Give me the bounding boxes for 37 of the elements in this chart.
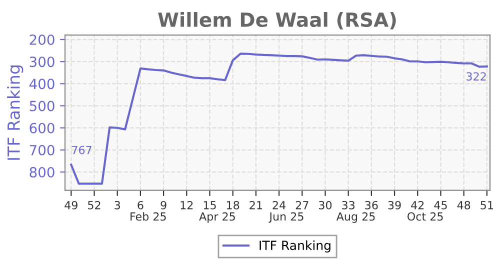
x-tick-label: 3 (114, 200, 120, 210)
y-tick-label: 300 (30, 56, 54, 68)
x-tick-label: 48 (457, 200, 470, 210)
x-tick-label: 49 (64, 200, 78, 210)
x-tick-label: 27 (296, 200, 308, 210)
x-tick-label: 15 (204, 201, 216, 210)
line-series (70, 52, 488, 185)
text: Apr 25 (199, 212, 235, 223)
chart-title: Willem De Waal (RSA) (158, 12, 396, 30)
x-tick-label: 33 (342, 200, 355, 210)
x-tick-label: 6 (138, 200, 144, 210)
data-label: 767 (72, 146, 92, 154)
y-tick-label: 200 (30, 34, 54, 45)
x-tick-label: 9 (160, 200, 166, 210)
y-tick-label: 800 (30, 166, 54, 178)
x-tick-label: 12 (180, 200, 193, 210)
text: Oct 25 (408, 212, 443, 221)
y-tick-label: 600 (30, 122, 54, 134)
text: Jun 25 (268, 212, 304, 223)
y-tick-label: 500 (30, 100, 54, 112)
x-tick-label: 30 (319, 200, 332, 210)
x-tick-label: 24 (272, 200, 286, 210)
x-tick-label: 52 (88, 200, 100, 210)
y-tick-label: 700 (30, 144, 54, 156)
y-axis-title: ITF Ranking (7, 66, 24, 160)
x-tick-label: 36 (365, 200, 378, 210)
y-tick-label: 400 (29, 78, 54, 90)
data-label: 322 (466, 72, 486, 81)
x-tick-label: 42 (411, 200, 424, 210)
text: Feb 25 (130, 212, 166, 221)
x-tick-label: 21 (250, 200, 262, 210)
x-tick-label: 18 (226, 200, 240, 210)
x-tick-label: 39 (388, 200, 401, 210)
x-tick-label: 45 (434, 201, 447, 210)
x-tick-label: 51 (480, 201, 493, 210)
legend-label: ITF Ranking (260, 240, 330, 253)
text: Aug 25 (336, 212, 375, 223)
